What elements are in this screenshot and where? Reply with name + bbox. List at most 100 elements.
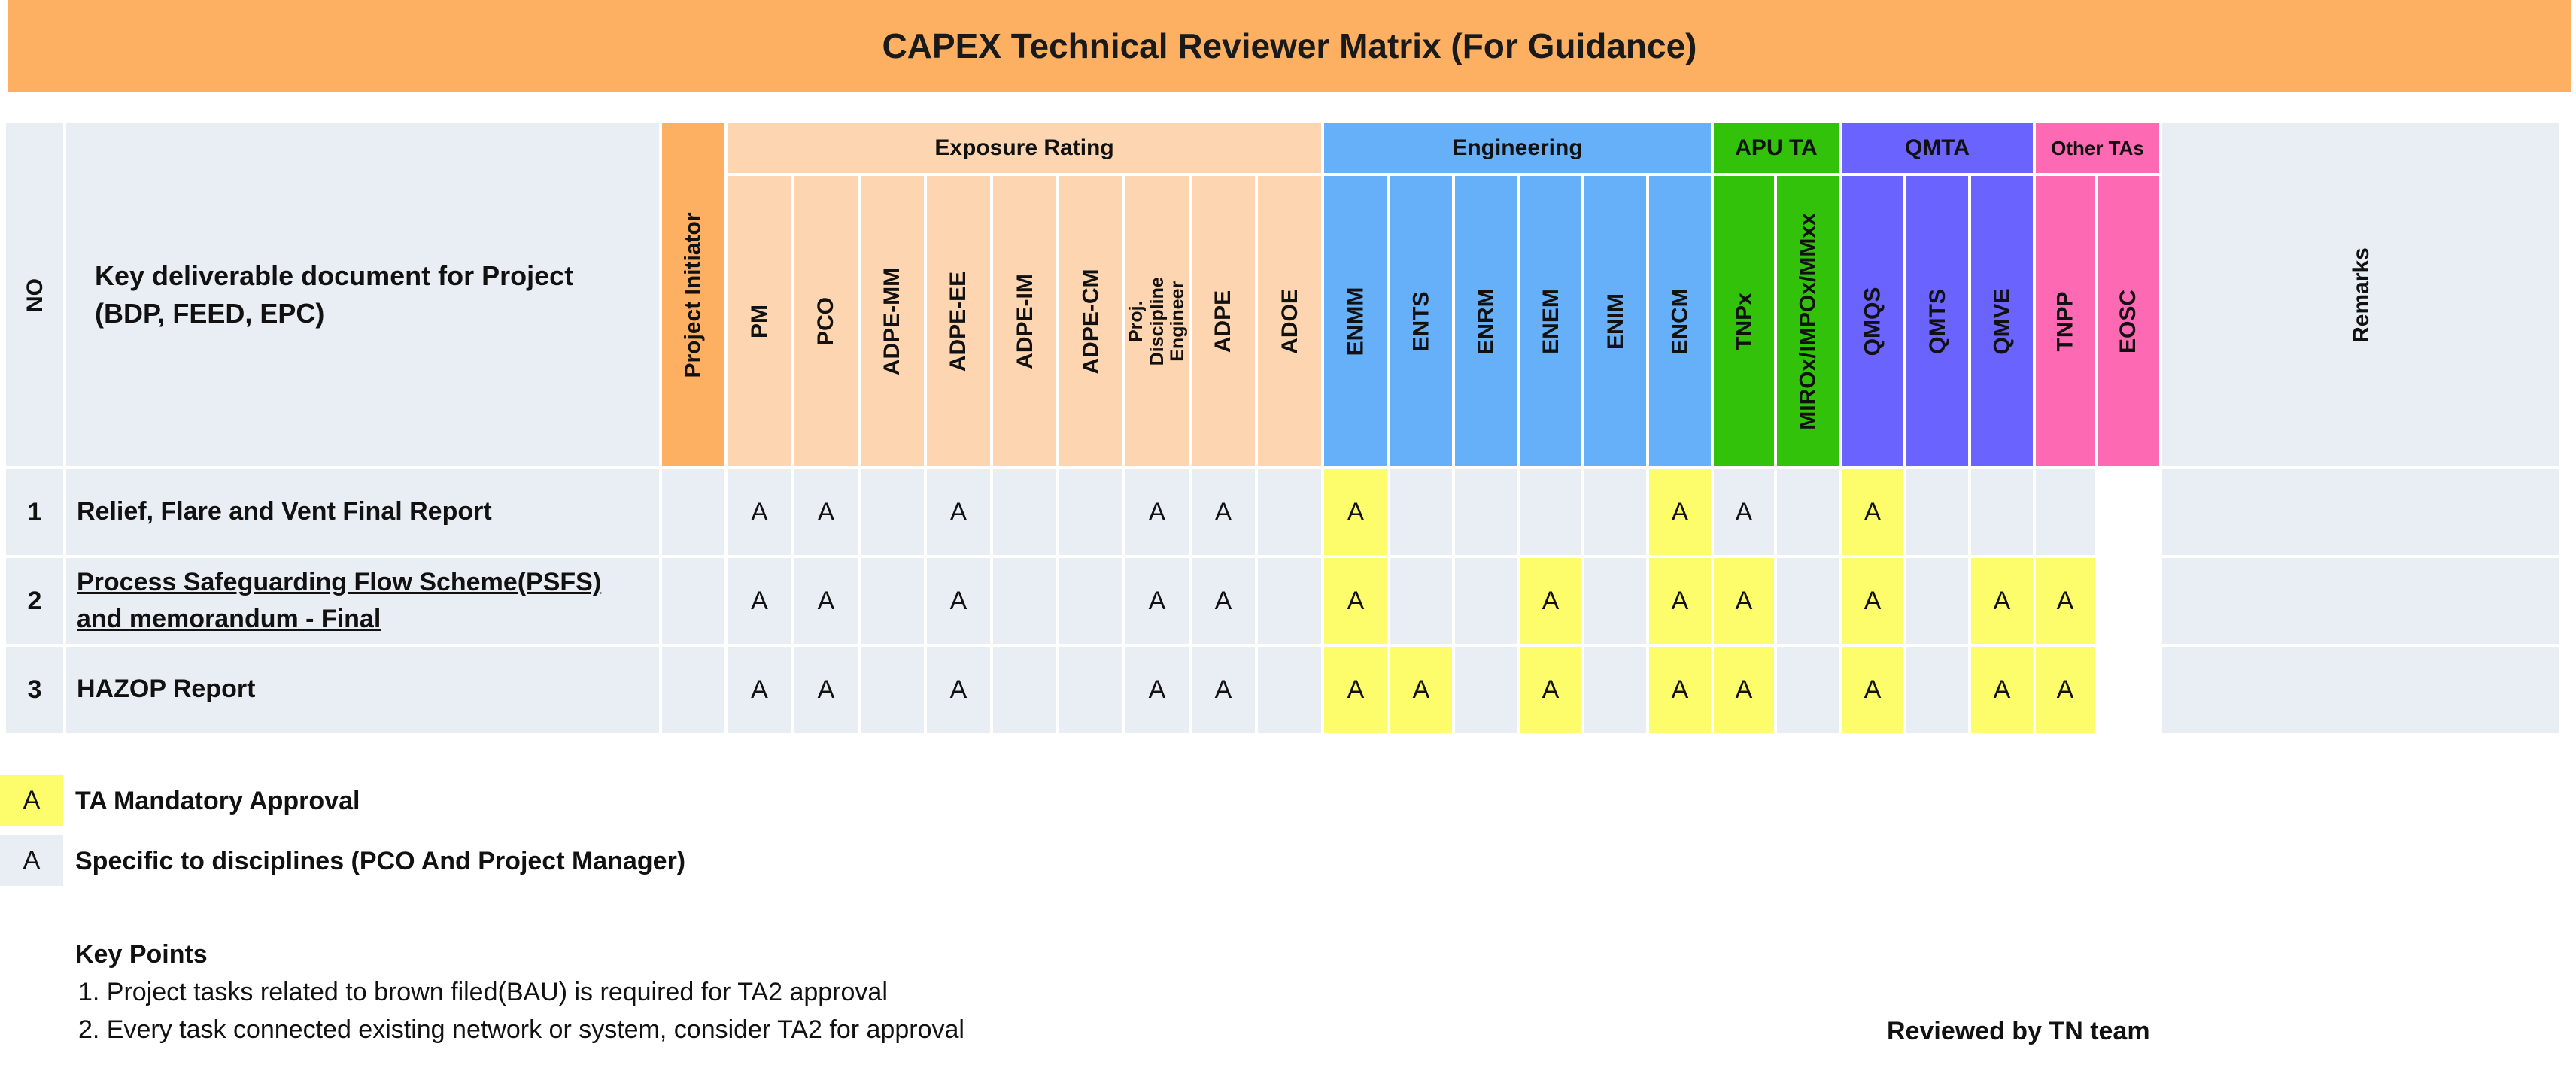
header-remarks: Remarks (2161, 122, 2561, 468)
matrix-cell: A (925, 557, 992, 645)
approval-mark: A (1993, 675, 2011, 704)
approval-mark: A (1214, 497, 1232, 526)
approval-mark: A (1347, 586, 1365, 615)
approval-mark: A (1148, 497, 1166, 526)
header-no: NO (5, 122, 65, 468)
column-header-proj-discipline-engineer: Proj. Discipline Engineer (1124, 174, 1190, 468)
matrix-cell (1454, 557, 1518, 645)
matrix-cell (1776, 645, 1840, 734)
column-header-eosc: EOSC (2096, 174, 2161, 468)
matrix-cell: A (1970, 557, 2034, 645)
matrix-cell (1905, 557, 1970, 645)
group-header-apu-ta: APU TA (1712, 122, 1840, 174)
approval-mark: A (1864, 586, 1882, 615)
reviewed-by: Reviewed by TN team (1887, 1017, 2150, 1045)
approval-mark: A (1214, 675, 1232, 704)
matrix-cell (1583, 557, 1648, 645)
matrix-cell: A (925, 468, 992, 557)
row-number-label: 1 (27, 497, 42, 526)
matrix-cell (859, 557, 925, 645)
approval-mark: A (949, 675, 968, 704)
matrix-cell: A (1190, 557, 1256, 645)
legend-swatch-specific: A (0, 835, 63, 886)
matrix-cell: A (793, 645, 859, 734)
group-header-label: Engineering (1452, 135, 1583, 160)
matrix-cell (1518, 468, 1583, 557)
approval-mark: A (2056, 675, 2074, 704)
matrix-cell (992, 645, 1058, 734)
matrix-cell (1776, 468, 1840, 557)
header-project-initiator-label: Project Initiator (681, 211, 706, 378)
matrix-cell (1454, 645, 1518, 734)
column-header-qmqs: QMQS (1840, 174, 1905, 468)
approval-mark: A (949, 586, 968, 615)
column-header-adpe-ee: ADPE-EE (925, 174, 992, 468)
column-header-label: EOSC (2116, 289, 2141, 353)
column-header-label: ADOE (1277, 288, 1302, 354)
matrix-cell (1256, 645, 1323, 734)
matrix-cell (1256, 468, 1323, 557)
header-deliverable: Key deliverable document for Project (BD… (65, 122, 661, 468)
row-deliverable: HAZOP Report (65, 645, 661, 734)
matrix-cell: A (1124, 468, 1190, 557)
column-header-qmve: QMVE (1970, 174, 2034, 468)
matrix-cell (661, 557, 726, 645)
approval-mark: A (1864, 675, 1882, 704)
row-deliverable-label: Process Safeguarding Flow Scheme(PSFS) a… (77, 567, 602, 633)
matrix-cell (2034, 468, 2096, 557)
column-header-pm: PM (726, 174, 793, 468)
matrix-cell: A (1712, 557, 1776, 645)
column-header-adoe: ADOE (1256, 174, 1323, 468)
matrix-cell: A (1518, 645, 1583, 734)
column-header-label: ADPE-MM (879, 267, 905, 375)
matrix-cell: A (1712, 645, 1776, 734)
matrix-cell: A (1323, 468, 1389, 557)
approval-mark: A (751, 675, 768, 704)
row-deliverable: Relief, Flare and Vent Final Report (65, 468, 661, 557)
matrix-cell: A (1840, 468, 1905, 557)
column-header-enem: ENEM (1518, 174, 1583, 468)
matrix-cell (1389, 468, 1454, 557)
approval-mark: A (1347, 497, 1365, 526)
column-header-label: QMTS (1924, 288, 1950, 354)
matrix-cell: A (1389, 645, 1454, 734)
row-remarks (2161, 645, 2561, 734)
column-header-label: TNPP (2052, 290, 2078, 352)
key-point-2: 2. Every task connected existing network… (78, 1015, 964, 1044)
column-header-label: ADPE-EE (946, 271, 971, 372)
legend-text-mandatory: TA Mandatory Approval (75, 787, 360, 815)
matrix-cell: A (1648, 468, 1712, 557)
column-header-label: ENRM (1473, 287, 1499, 355)
matrix-cell: A (2034, 557, 2096, 645)
approval-mark: A (1671, 675, 1689, 704)
column-header-tnpp: TNPP (2034, 174, 2096, 468)
row-remarks (2161, 557, 2561, 645)
matrix-cell (1970, 468, 2034, 557)
group-header-other-tas: Other TAs (2034, 122, 2161, 174)
matrix-cell: A (1518, 557, 1583, 645)
column-header-label: ENCM (1667, 287, 1693, 355)
matrix-cell: A (793, 557, 859, 645)
approval-mark: A (1735, 675, 1753, 704)
approval-mark: A (1671, 586, 1689, 615)
group-header-qmta: QMTA (1840, 122, 2034, 174)
matrix-cell: A (1190, 468, 1256, 557)
matrix-cell (1583, 468, 1648, 557)
page-title: CAPEX Technical Reviewer Matrix (For Gui… (8, 0, 2571, 92)
approval-mark: A (1671, 497, 1689, 526)
column-header-adpe: ADPE (1190, 174, 1256, 468)
column-header-label: QMVE (1989, 287, 2015, 355)
legend-text-specific: Specific to disciplines (PCO And Project… (75, 847, 686, 875)
approval-mark: A (751, 497, 768, 526)
header-deliverable-label: Key deliverable document for Project (BD… (95, 259, 574, 329)
row-remarks (2161, 468, 2561, 557)
column-header-label: Proj. Discipline Engineer (1125, 276, 1188, 366)
matrix-cell: A (726, 645, 793, 734)
header-no-label: NO (22, 278, 47, 312)
column-header-label: ADPE-IM (1012, 273, 1037, 369)
matrix-cell (1583, 645, 1648, 734)
approval-mark: A (1542, 675, 1560, 704)
key-point-1: 1. Project tasks related to brown filed(… (78, 978, 888, 1006)
approval-mark: A (1993, 586, 2011, 615)
column-header-pco: PCO (793, 174, 859, 468)
